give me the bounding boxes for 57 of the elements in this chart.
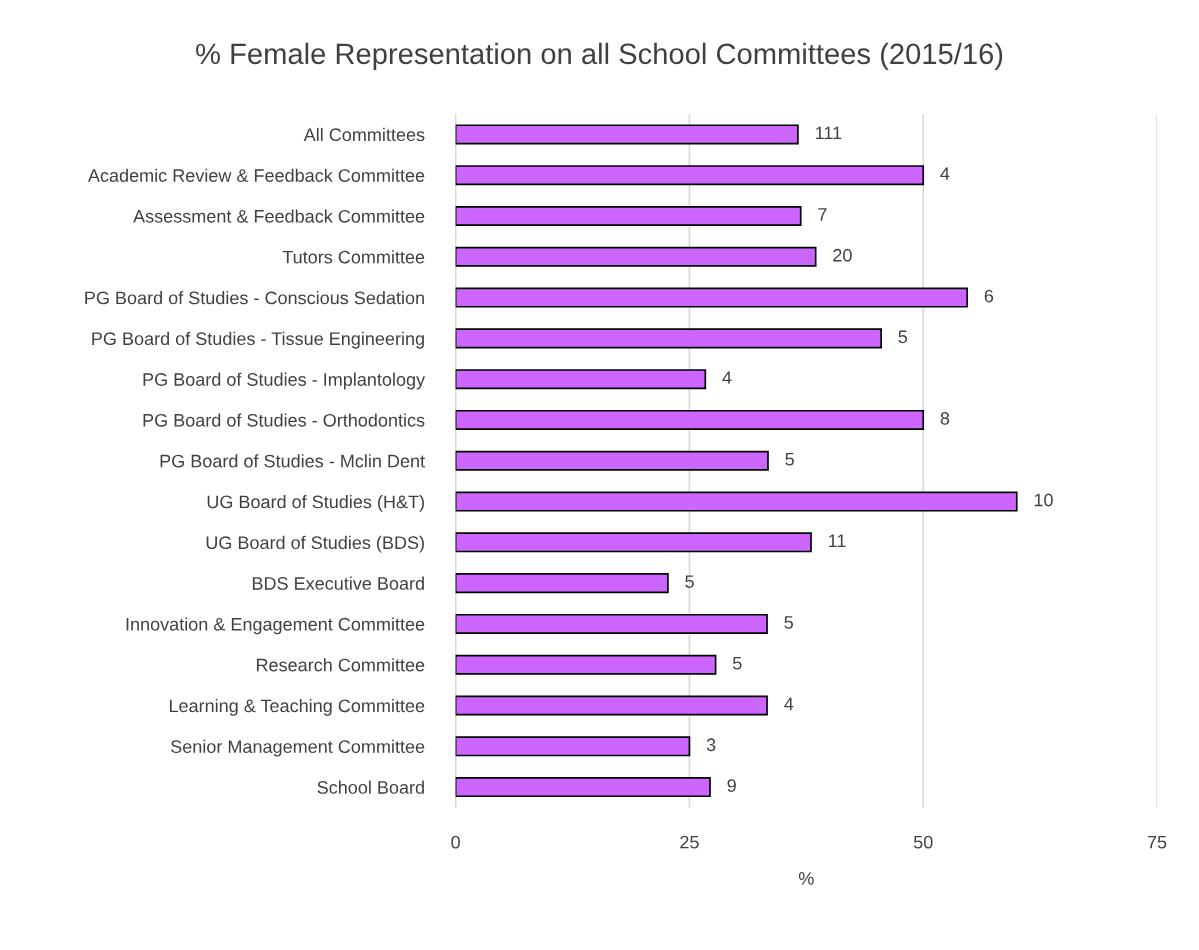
bar — [455, 736, 691, 757]
bar — [455, 450, 769, 471]
bar — [455, 573, 669, 594]
annotation: 8 — [940, 412, 950, 425]
annotation: 5 — [733, 656, 742, 670]
bar — [455, 165, 925, 186]
annotation: 5 — [898, 330, 908, 344]
bar — [455, 205, 802, 226]
y-tick-label: School Board — [317, 780, 424, 794]
annotation: 4 — [722, 371, 732, 384]
annotation: 9 — [727, 779, 736, 792]
x-axis-title: % — [798, 872, 814, 885]
x-tick-label: 50 — [913, 835, 933, 849]
annotation: 111 — [815, 126, 842, 140]
bar — [455, 491, 1018, 512]
bar — [455, 532, 812, 553]
bar — [455, 613, 768, 634]
annotation: 4 — [784, 697, 794, 711]
y-tick-label: Learning & Teaching Committee — [169, 698, 425, 716]
y-tick-label: Research Committee — [256, 658, 425, 672]
annotation: 3 — [706, 738, 716, 752]
annotation: 20 — [833, 248, 852, 262]
annotation: 4 — [940, 167, 950, 180]
annotation: 10 — [1034, 493, 1053, 507]
y-tick-label: Assessment & Feedback Committee — [133, 209, 425, 223]
annotation: 5 — [685, 575, 694, 588]
y-tick-label: UG Board of Studies (H&T) — [207, 495, 424, 512]
y-tick-label: Academic Review & Feedback Committee — [87, 168, 425, 182]
y-tick-label: PG Board of Studies - Orthodontics — [143, 413, 425, 427]
x-tick-label: 25 — [680, 835, 699, 849]
bar — [455, 246, 817, 267]
bar — [455, 777, 711, 798]
y-tick-label: Tutors Committee — [282, 250, 425, 264]
chart-title: % Female Representation on all School Committees (2015/16) — [196, 42, 1003, 70]
annotation: 5 — [784, 616, 793, 629]
annotation: 5 — [785, 453, 794, 466]
y-tick-label: Innovation & Engagement Committee — [126, 617, 425, 635]
y-tick-label: PG Board of Studies - Implantology — [143, 372, 426, 390]
y-tick-label: PG Board of Studies - Conscious Sedation — [85, 291, 424, 305]
bar — [455, 124, 799, 145]
bar — [455, 409, 925, 430]
bar — [455, 695, 768, 716]
annotation: 6 — [984, 289, 994, 303]
y-tick-label: PG Board of Studies - Mclin Dent — [160, 454, 425, 468]
y-tick-label: PG Board of Studies - Tissue Engineering — [92, 331, 424, 349]
bar — [455, 369, 707, 390]
annotation: 11 — [829, 534, 846, 548]
y-tick-label: BDS Executive Board — [252, 576, 424, 590]
annotation: 7 — [818, 208, 827, 221]
bar — [455, 287, 969, 308]
x-tick-label: 0 — [451, 835, 460, 849]
y-tick-label: UG Board of Studies (BDS) — [206, 535, 424, 553]
y-tick-label: All Committees — [303, 127, 425, 142]
x-tick-label: 75 — [1147, 835, 1167, 849]
bar — [455, 654, 717, 675]
y-tick-label: Senior Management Committee — [171, 739, 425, 757]
bar — [455, 328, 882, 349]
